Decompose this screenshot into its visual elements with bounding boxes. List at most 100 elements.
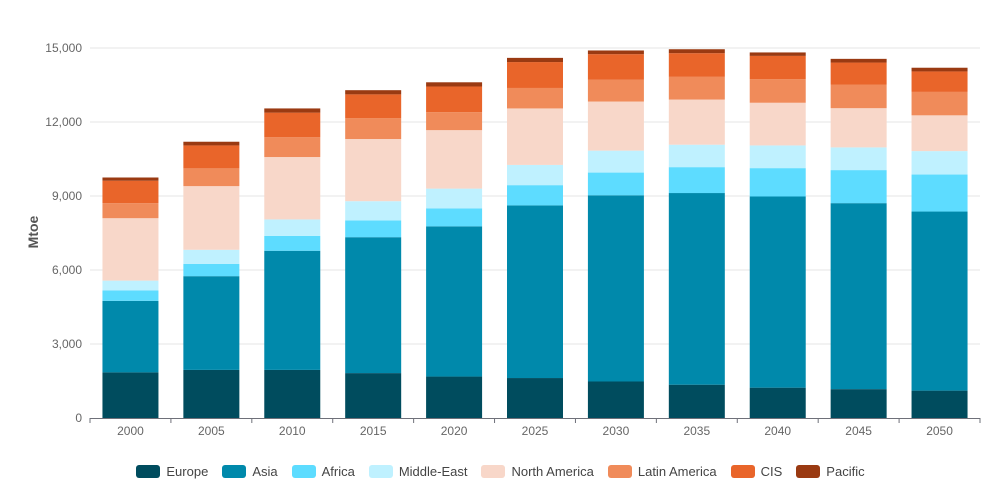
bar-segment-asia-2005 — [183, 276, 240, 370]
legend-label: Pacific — [826, 464, 865, 479]
bar-segment-latin-america-2045 — [830, 84, 887, 109]
bar-segment-pacific-2015 — [345, 90, 402, 95]
legend-swatch — [730, 465, 755, 478]
bar-segment-africa-2045 — [830, 170, 887, 204]
legend-swatch — [136, 465, 161, 478]
bar-segment-africa-2040 — [749, 168, 806, 197]
bar-segment-europe-2015 — [345, 373, 402, 418]
bar-segment-cis-2040 — [749, 55, 806, 80]
legend-item[interactable]: Pacific — [796, 464, 865, 479]
bar-segment-africa-2015 — [345, 220, 402, 238]
bar-segment-europe-2035 — [668, 384, 725, 418]
bar-segment-pacific-2045 — [830, 58, 887, 63]
legend-item[interactable]: North America — [481, 464, 594, 479]
bar-segment-pacific-2035 — [668, 49, 725, 54]
y-tick-label: 15,000 — [45, 41, 82, 55]
y-tick-label: 12,000 — [45, 115, 82, 129]
bar-segment-latin-america-2005 — [183, 168, 240, 187]
legend-swatch — [607, 465, 632, 478]
legend-label: North America — [511, 464, 594, 479]
bar-segment-asia-2000 — [102, 300, 159, 373]
bar-segment-north-america-2010 — [264, 157, 321, 220]
legend-item[interactable]: Middle-East — [368, 464, 467, 479]
bar-segment-africa-2000 — [102, 290, 159, 301]
legend-label: Africa — [321, 464, 355, 479]
legend-label: CIS — [760, 464, 783, 479]
bar-segment-pacific-2030 — [587, 50, 644, 55]
bar-segment-pacific-2025 — [507, 57, 563, 63]
bar-segment-pacific-2005 — [183, 141, 240, 146]
bar-segment-north-america-2000 — [102, 218, 159, 281]
legend-item[interactable]: Europe — [136, 464, 208, 479]
bar-segment-africa-2035 — [668, 167, 725, 194]
bar-segment-north-america-2025 — [507, 108, 563, 165]
bar-segment-africa-2020 — [426, 208, 483, 227]
bar-segment-latin-america-2010 — [264, 137, 321, 158]
legend-label: Europe — [166, 464, 209, 479]
x-tick-label: 2015 — [360, 424, 387, 438]
bar-segment-pacific-2040 — [749, 52, 806, 56]
legend-item[interactable]: Africa — [291, 464, 355, 479]
bar-segment-middle-east-2030 — [587, 150, 644, 173]
x-tick-label: 2035 — [683, 424, 710, 438]
bar-segment-north-america-2045 — [830, 108, 887, 148]
legend-swatch — [481, 465, 506, 478]
legend: Europe Asia Africa Middle-East North America… — [0, 464, 1001, 479]
bar-segment-north-america-2035 — [668, 99, 725, 145]
bar-segment-asia-2010 — [264, 250, 321, 370]
x-tick-label: 2025 — [522, 424, 549, 438]
bar-segment-asia-2045 — [830, 203, 887, 390]
x-tick-label: 2030 — [603, 424, 630, 438]
bar-segment-middle-east-2045 — [830, 147, 887, 171]
bar-segment-asia-2015 — [345, 237, 402, 374]
bar-segment-latin-america-2015 — [345, 118, 402, 140]
bar-segment-europe-2050 — [911, 390, 968, 418]
legend-label: Asia — [252, 464, 278, 479]
bar-segment-latin-america-2035 — [668, 76, 725, 100]
bar-segment-europe-2040 — [749, 387, 806, 418]
bar-segment-middle-east-2050 — [911, 151, 968, 175]
bar-segment-pacific-2050 — [911, 67, 968, 72]
bar-segment-latin-america-2050 — [911, 91, 968, 116]
bar-segment-middle-east-2025 — [507, 164, 563, 186]
bar-segment-latin-america-2020 — [426, 112, 483, 131]
bar-segment-middle-east-2035 — [668, 144, 725, 168]
x-tick-label: 2005 — [198, 424, 225, 438]
bar-segment-cis-2030 — [587, 54, 644, 80]
bar-segment-middle-east-2010 — [264, 219, 321, 236]
bar-segment-africa-2025 — [507, 185, 563, 206]
bar-segment-pacific-2010 — [264, 108, 321, 113]
bar-segment-cis-2010 — [264, 112, 321, 138]
y-tick-label: 0 — [75, 411, 82, 425]
bar-segment-europe-2005 — [183, 369, 240, 418]
bar-segment-middle-east-2000 — [102, 280, 159, 291]
bar-segment-latin-america-2000 — [102, 203, 159, 219]
bar-segment-asia-2025 — [507, 205, 563, 379]
bar-segment-cis-2050 — [911, 71, 968, 92]
y-tick-label: 6,000 — [52, 263, 82, 277]
bar-segment-cis-2035 — [668, 53, 725, 77]
legend-swatch — [222, 465, 247, 478]
bar-segment-europe-2045 — [830, 389, 887, 418]
bar-segment-middle-east-2040 — [749, 145, 806, 169]
y-axis-title: Mtoe — [25, 215, 41, 248]
bar-segment-cis-2015 — [345, 94, 402, 119]
bar-segment-africa-2005 — [183, 263, 240, 277]
bar-segment-asia-2050 — [911, 211, 968, 391]
x-tick-label: 2040 — [764, 424, 791, 438]
legend-label: Latin America — [637, 464, 717, 479]
bar-segment-pacific-2020 — [426, 82, 483, 87]
legend-item[interactable]: Asia — [222, 464, 278, 479]
bar-segment-middle-east-2015 — [345, 201, 402, 221]
bar-segment-cis-2025 — [507, 62, 563, 88]
legend-item[interactable]: CIS — [730, 464, 783, 479]
legend-item[interactable]: Latin America — [607, 464, 717, 479]
legend-swatch — [291, 465, 316, 478]
x-tick-label: 2000 — [117, 424, 144, 438]
bar-segment-north-america-2005 — [183, 186, 240, 250]
bar-segment-latin-america-2040 — [749, 79, 806, 103]
bar-segment-north-america-2015 — [345, 139, 402, 202]
bar-segment-north-america-2040 — [749, 102, 806, 146]
bar-segment-europe-2010 — [264, 369, 321, 418]
bar-segment-africa-2010 — [264, 235, 321, 251]
